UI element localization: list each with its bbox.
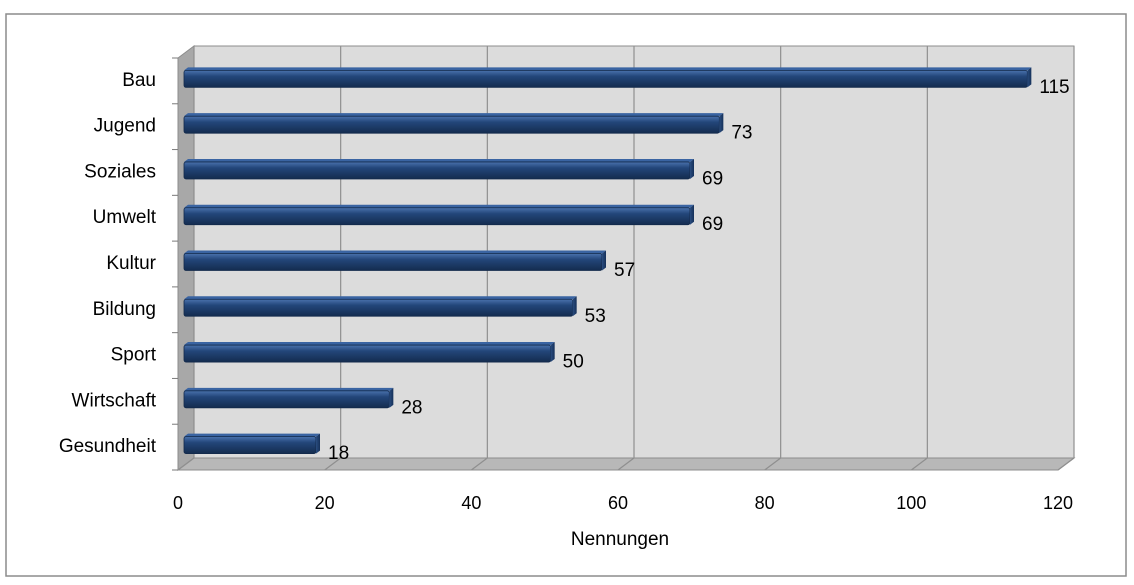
x-tick-label: 20 [315, 493, 335, 513]
bar [183, 67, 1032, 88]
gridline [1057, 46, 1075, 471]
category-label: Kultur [106, 253, 156, 274]
category-label: Bildung [93, 299, 156, 320]
value-label: 115 [1039, 77, 1069, 98]
category-label: Bau [122, 70, 156, 91]
bar [183, 296, 577, 317]
category-labels: Bau Jugend Soziales Umwelt Kultur Bildung Spor… [59, 70, 157, 457]
bar [183, 387, 394, 409]
category-label: Soziales [84, 161, 156, 182]
x-tick-label: 100 [896, 493, 926, 513]
x-tick-label: 120 [1043, 493, 1073, 513]
bar [183, 158, 694, 180]
value-label: 50 [563, 352, 584, 373]
category-label: Gesundheit [59, 436, 157, 457]
value-label: 18 [328, 443, 349, 464]
x-axis-title: Nennungen [571, 529, 669, 550]
bar [183, 113, 724, 134]
category-label: Sport [111, 345, 157, 366]
value-label: 69 [702, 168, 723, 189]
bar [183, 342, 555, 363]
x-tick-label: 60 [608, 493, 628, 513]
category-label: Wirtschaft [72, 390, 157, 411]
bar [183, 433, 320, 455]
x-axis-ticks: 0 20 40 60 80 100 120 [173, 493, 1073, 513]
gridline [764, 46, 782, 471]
x-tick-label: 0 [173, 493, 183, 513]
category-label: Umwelt [93, 207, 157, 228]
value-label: 28 [401, 397, 422, 418]
value-labels: 115 73 69 69 57 53 50 28 18 [328, 77, 1070, 464]
x-tick-label: 40 [461, 493, 481, 513]
category-label: Jugend [94, 116, 156, 137]
x-tick-label: 80 [755, 493, 775, 513]
gridline [910, 46, 928, 471]
value-label: 73 [731, 123, 752, 144]
value-label: 69 [702, 214, 723, 235]
value-label: 53 [585, 306, 606, 327]
bar [183, 250, 606, 271]
value-label: 57 [614, 260, 635, 281]
bars [183, 67, 1032, 455]
bar [183, 204, 694, 226]
